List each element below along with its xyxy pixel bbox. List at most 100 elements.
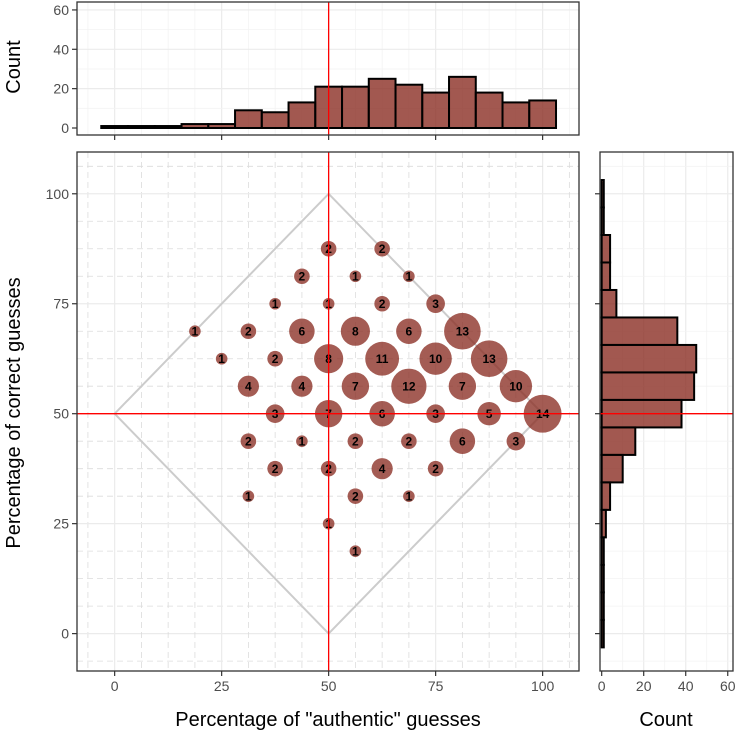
top-y-tick-label: 0 — [61, 120, 69, 136]
right-histogram-bar — [600, 453, 624, 484]
bubble-count-label: 13 — [456, 324, 470, 338]
right-histogram-bar — [600, 618, 605, 649]
top-histogram-bar — [153, 125, 183, 129]
bubble — [427, 460, 444, 477]
bubble-count-label: 2 — [272, 352, 279, 366]
bubble — [401, 433, 417, 449]
right-x-tick-label: 40 — [678, 678, 694, 694]
bubble — [426, 294, 445, 314]
right-histogram-bar — [600, 288, 618, 319]
y-tick-label: 75 — [53, 296, 69, 312]
top-histogram-bar — [100, 125, 130, 129]
bubble-count-label: 13 — [482, 352, 496, 366]
bubble-count-label: 2 — [299, 269, 306, 283]
right-histogram-bar — [600, 261, 612, 291]
right-histogram-bar — [600, 563, 605, 594]
top-histogram-bar — [341, 85, 370, 130]
x-tick-label: 75 — [428, 678, 444, 694]
bubble-count-label: 1 — [299, 434, 306, 448]
right-histogram-bar — [600, 591, 605, 621]
bubble — [296, 435, 308, 447]
bubble — [403, 490, 415, 502]
top-histogram-panel: 0 20 40 60 — [53, 1, 580, 140]
bubble-count-label: 1 — [406, 269, 413, 283]
right-x-tick-label: 0 — [598, 678, 606, 694]
bubble-count-label: 6 — [459, 434, 466, 448]
bubble — [347, 488, 364, 504]
bubble — [267, 460, 283, 477]
bubble — [215, 352, 228, 365]
bubble-count-label: 1 — [272, 297, 279, 311]
bubble — [371, 458, 393, 480]
bubble-count-label: 2 — [379, 242, 386, 256]
bubble — [448, 372, 477, 400]
top-histogram-bar — [448, 75, 477, 129]
top-histogram-y-title: Count — [3, 40, 25, 94]
bubble-count-label: 2 — [272, 462, 279, 476]
bubble-count-label: 10 — [509, 379, 523, 393]
bubble-count-label: 8 — [352, 324, 359, 338]
bubble-count-label: 12 — [402, 379, 416, 393]
y-tick-label: 100 — [46, 186, 70, 202]
bubble-count-label: 1 — [218, 352, 225, 366]
bubble — [349, 270, 362, 283]
right-histogram-bar — [600, 206, 605, 236]
bubble — [237, 375, 259, 397]
right-histogram-panel: 0 20 40 60 — [595, 151, 736, 694]
right-histogram-bar — [600, 233, 612, 264]
bubble-count-label: 10 — [429, 352, 443, 366]
bubble — [374, 240, 390, 257]
bubble-count-label: 2 — [352, 434, 359, 448]
top-panel-border — [76, 1, 580, 136]
top-histogram-bar — [528, 99, 558, 130]
top-histogram-bar — [501, 101, 531, 130]
bubble — [289, 318, 315, 344]
top-histogram-bar — [260, 111, 290, 129]
bubble-count-label: 11 — [376, 352, 389, 366]
bubble-count-label: 2 — [245, 434, 252, 448]
bubble — [396, 318, 422, 344]
x-tick-label: 25 — [214, 678, 230, 694]
right-histogram-bar — [600, 371, 696, 401]
bubble — [240, 323, 257, 340]
bubble-count-label: 6 — [299, 324, 306, 338]
y-tick-label: 25 — [53, 516, 69, 532]
bubble-count-label: 2 — [245, 324, 252, 338]
bubble — [294, 268, 310, 285]
top-histogram-bar — [367, 77, 397, 129]
bubble — [449, 428, 476, 454]
right-panel-border — [599, 151, 734, 672]
top-y-tick-label: 60 — [53, 2, 69, 18]
bubble-count-label: 2 — [352, 489, 359, 503]
bubble — [267, 350, 283, 367]
x-tick-label: 0 — [111, 678, 119, 694]
bubble — [506, 431, 526, 451]
top-histogram-bar — [207, 123, 237, 129]
y-tick-label: 50 — [53, 406, 69, 422]
bubble-count-label: 1 — [352, 544, 359, 558]
right-x-tick-label: 20 — [636, 678, 652, 694]
bubble — [242, 490, 255, 502]
bubble-count-label: 6 — [406, 324, 413, 338]
top-y-tick-label: 40 — [53, 41, 69, 57]
bubble — [499, 370, 533, 403]
right-histogram-bar — [600, 426, 637, 456]
bubble-count-label: 3 — [513, 434, 520, 448]
right-histogram-bar — [600, 343, 698, 374]
bubble — [419, 342, 452, 375]
top-histogram-bar — [287, 101, 317, 130]
bubble — [444, 312, 481, 350]
right-histogram-bar — [600, 481, 612, 511]
bubble — [349, 545, 362, 557]
right-histogram-x-title: Count — [639, 709, 693, 731]
bubble — [391, 368, 427, 404]
bubble — [240, 433, 257, 449]
bubble-count-label: 4 — [245, 379, 252, 393]
bubble-count-label: 2 — [432, 462, 439, 476]
right-histogram-bar — [600, 179, 605, 209]
bubble — [269, 297, 281, 310]
right-histogram-bar — [600, 316, 679, 346]
bubble — [374, 295, 390, 312]
bubble — [291, 375, 313, 397]
top-histogram-bar — [180, 123, 210, 129]
